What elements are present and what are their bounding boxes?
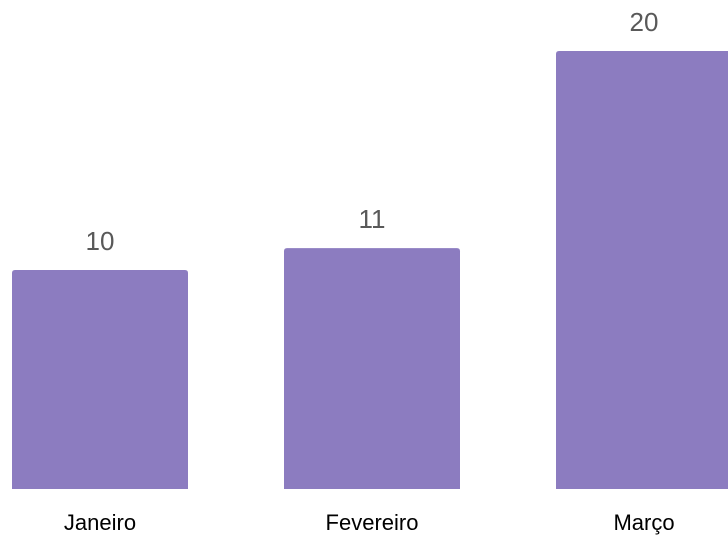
category-label: Janeiro [64, 510, 136, 535]
category-labels-group: Janeiro Fevereiro Março [64, 510, 675, 535]
bar-value-label: 20 [630, 7, 659, 37]
bar-fevereiro [284, 248, 460, 489]
category-label: Fevereiro [326, 510, 419, 535]
bar-março [556, 51, 728, 489]
category-label: Março [613, 510, 674, 535]
bars-group [12, 51, 728, 489]
bar-janeiro [12, 270, 188, 489]
value-labels-group: 10 11 20 [86, 7, 659, 256]
bar-value-label: 11 [359, 204, 386, 234]
bar-value-label: 10 [86, 226, 115, 256]
